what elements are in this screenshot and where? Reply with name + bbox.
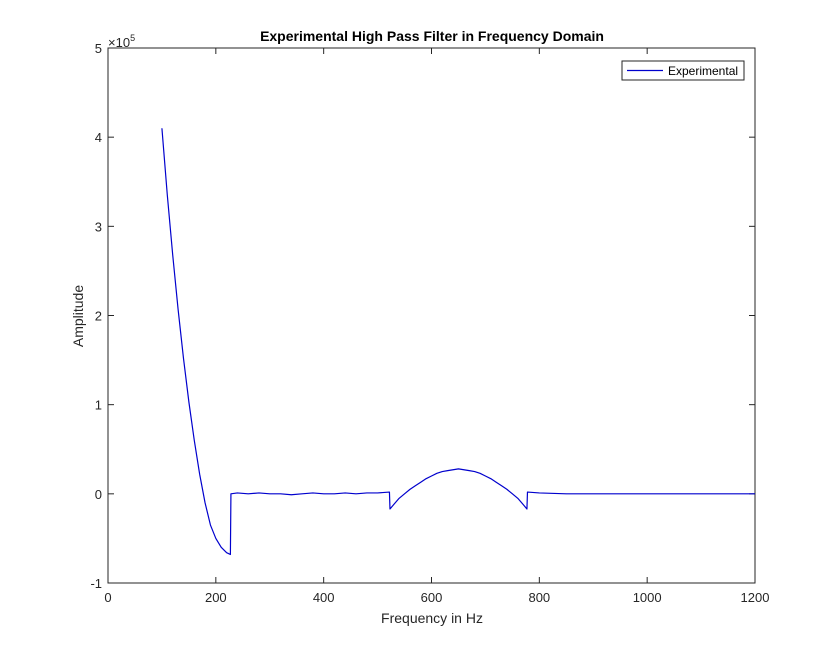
x-tick-label: 0 bbox=[104, 590, 111, 605]
y-tick-label: 4 bbox=[95, 130, 102, 145]
x-tick-label: 400 bbox=[313, 590, 335, 605]
x-tick-label: 1200 bbox=[741, 590, 770, 605]
y-tick-label: 0 bbox=[95, 487, 102, 502]
x-axis-label: Frequency in Hz bbox=[381, 610, 483, 626]
legend-label-experimental: Experimental bbox=[668, 64, 738, 78]
y-tick-label: 1 bbox=[95, 398, 102, 413]
legend-box bbox=[621, 60, 745, 81]
y-axis-label: Amplitude bbox=[70, 285, 86, 347]
y-exponent-power: 5 bbox=[130, 33, 135, 43]
y-tick-label: 5 bbox=[95, 41, 102, 56]
y-tick-label: 2 bbox=[95, 309, 102, 324]
x-tick-label: 600 bbox=[421, 590, 443, 605]
chart-title: Experimental High Pass Filter in Frequen… bbox=[260, 28, 604, 44]
x-tick-label: 1000 bbox=[633, 590, 662, 605]
y-axis-ticks: -1 0 1 2 3 4 5 bbox=[90, 41, 755, 591]
y-axis-exponent: ×105 bbox=[108, 33, 135, 50]
x-tick-label: 800 bbox=[528, 590, 550, 605]
y-tick-label: 3 bbox=[95, 219, 102, 234]
legend[interactable]: Experimental bbox=[621, 60, 745, 81]
x-tick-label: 200 bbox=[205, 590, 227, 605]
series-layer bbox=[161, 128, 755, 556]
y-exponent-base: ×10 bbox=[108, 35, 130, 50]
x-axis-ticks: 0 200 400 600 800 1000 1200 bbox=[104, 48, 769, 605]
series-line-experimental bbox=[161, 128, 755, 556]
y-tick-label: -1 bbox=[90, 576, 102, 591]
